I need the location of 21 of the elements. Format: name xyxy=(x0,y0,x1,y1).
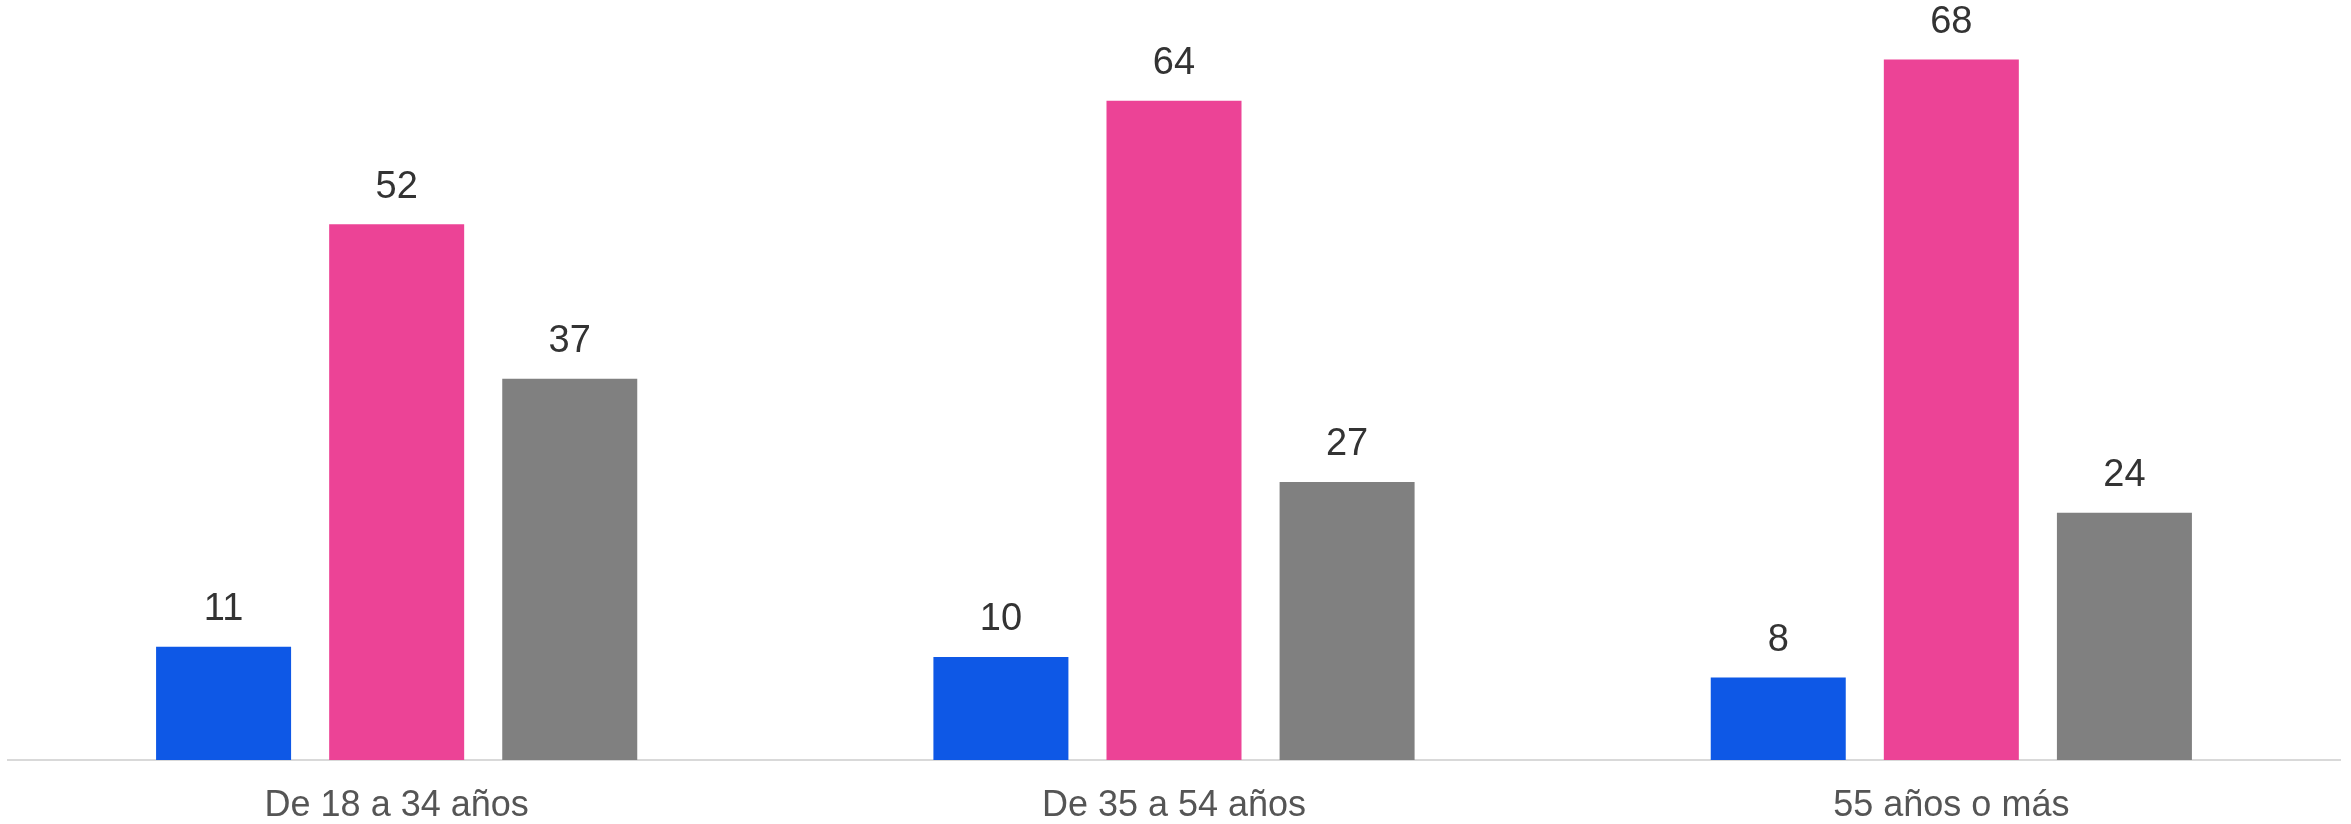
bar xyxy=(933,656,1069,760)
bar xyxy=(1279,481,1415,760)
data-label: 11 xyxy=(203,586,244,629)
bar xyxy=(2056,512,2192,760)
data-label: 52 xyxy=(375,163,418,206)
data-label: 27 xyxy=(1325,421,1369,464)
bar xyxy=(156,646,292,760)
bar xyxy=(502,378,638,760)
bar xyxy=(329,224,465,760)
data-label: 68 xyxy=(1930,0,1973,42)
data-label: 10 xyxy=(979,596,1023,639)
x-tick-label: De 35 a 54 años xyxy=(1041,782,1307,824)
data-label: 64 xyxy=(1152,40,1196,83)
data-label: 37 xyxy=(548,318,591,361)
bar xyxy=(1106,100,1242,760)
data-label: 8 xyxy=(1767,617,1789,660)
bar xyxy=(1883,59,2019,760)
bar xyxy=(1710,677,1846,760)
x-tick-label: 55 años o más xyxy=(1833,782,2070,824)
x-tick-label: De 18 a 34 años xyxy=(264,782,529,824)
data-label: 24 xyxy=(2103,452,2146,495)
